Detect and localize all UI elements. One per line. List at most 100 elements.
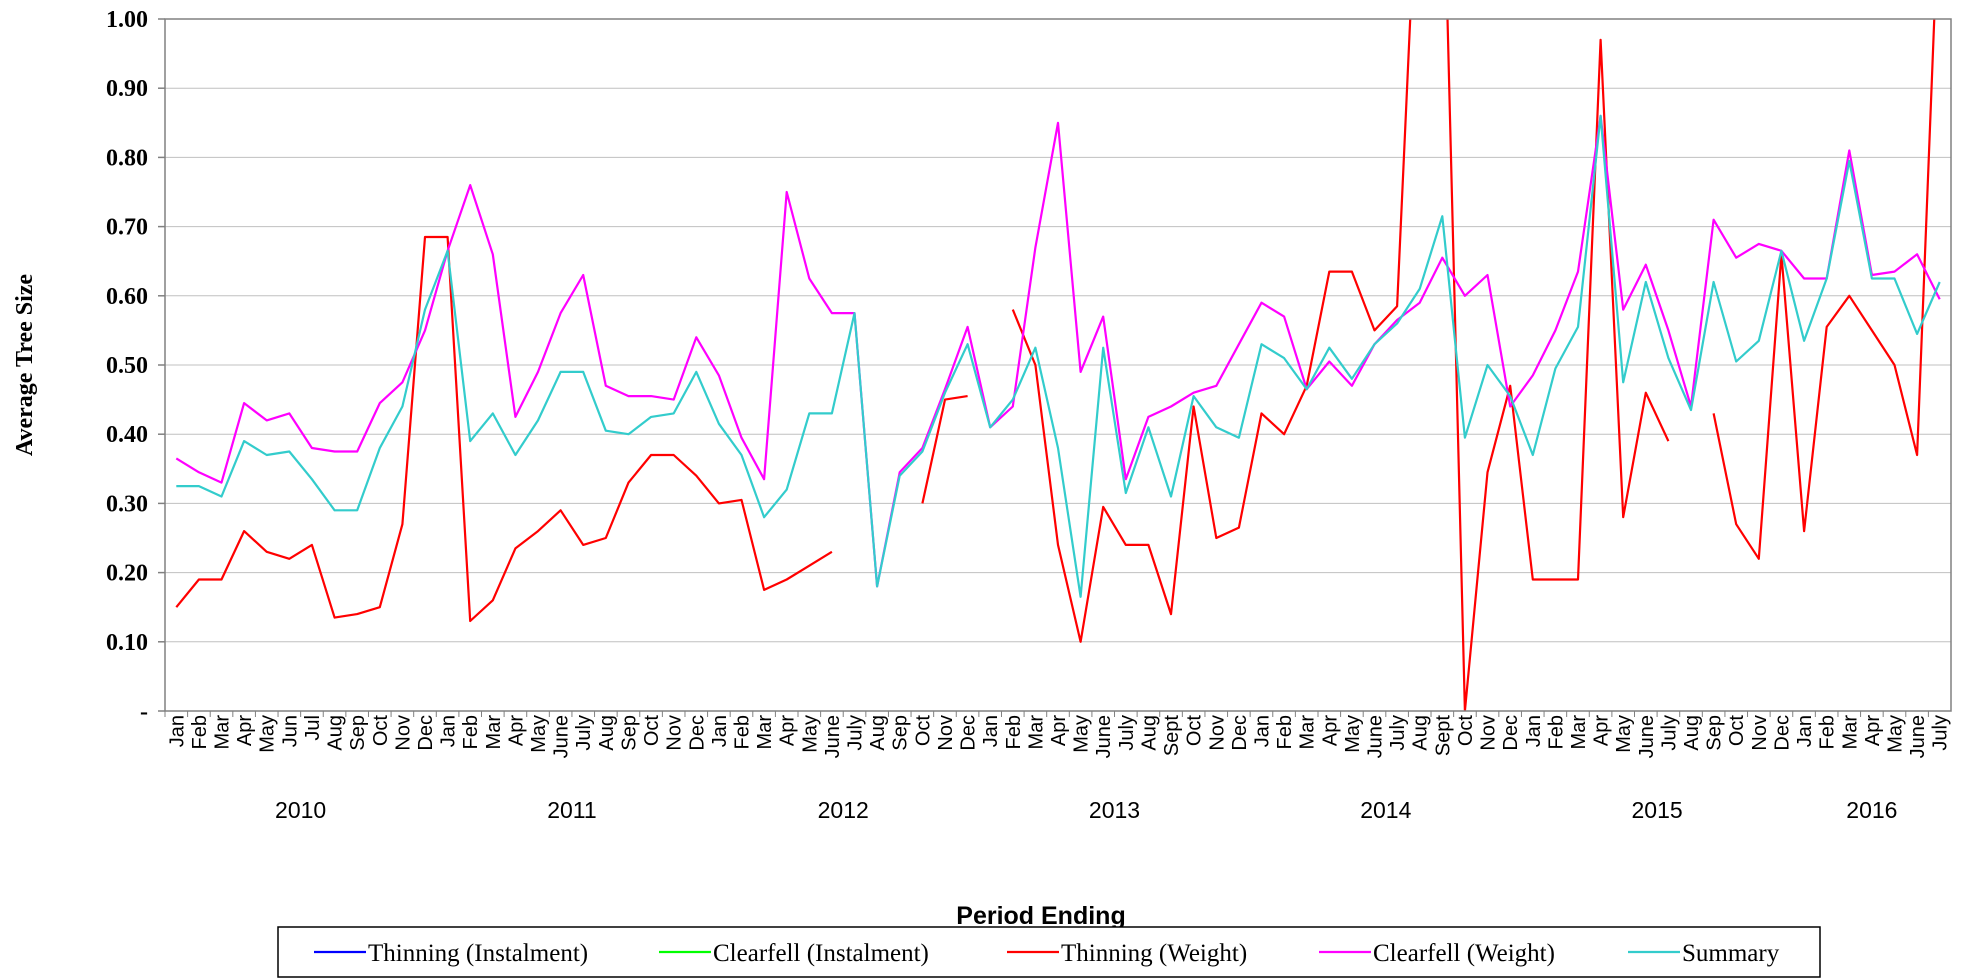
y-tick-label: 0.30 [106,491,148,517]
x-tick-label: Aug [1138,715,1160,751]
y-tick-label: 0.60 [106,284,148,310]
x-tick-label: Nov [664,715,686,751]
series-line [175,19,1936,711]
x-tick-label: Oct [370,715,392,747]
x-tick-label: Nov [1206,715,1228,751]
x-tick-label: Apr [1591,715,1613,746]
x-tick-label: Apr [505,715,527,746]
x-tick-label: Nov [1749,715,1771,751]
x-tick-label: Aug [867,715,889,751]
x-tick-label: Jan [166,715,188,747]
x-tick-label: Aug [1410,715,1432,751]
x-tick-label: Mar [1568,715,1590,750]
x-tick-label: Dec [415,715,437,751]
x-tick-label: May [1342,715,1364,753]
x-tick-label: July [1387,715,1409,751]
legend-label: Thinning (Weight) [1061,940,1247,967]
x-tick-label: Nov [392,715,414,751]
x-tick-label: Feb [1545,715,1567,749]
x-tick-label: Oct [912,715,934,747]
x-tick-label: Oct [1455,715,1477,747]
legend-label: Clearfell (Weight) [1373,940,1555,967]
x-tick-label: Feb [189,715,211,749]
x-tick-label: Dec [958,715,980,751]
x-tick-label: Dec [1500,715,1522,751]
x-tick-label: Jun [279,715,301,747]
x-tick-label: Sep [618,715,640,751]
x-tick-label: Apr [777,715,799,746]
x-tick-label: Mar [483,715,505,750]
x-tick-label: Oct [1184,715,1206,747]
year-label: 2010 [275,797,326,823]
y-tick-label: 0.20 [106,561,148,587]
x-tick-label: Mar [212,715,234,750]
x-tick-label: June [551,715,573,758]
x-tick-label: Sep [890,715,912,751]
x-tick-label: Dec [686,715,708,751]
x-tick-label: July [573,715,595,751]
x-tick-label: Aug [325,715,347,751]
x-tick-label: May [799,715,821,753]
x-tick-label: Apr [234,715,256,746]
x-tick-label: Sep [1704,715,1726,751]
y-tick-label: - [140,699,148,725]
x-tick-label: Sept [1432,715,1454,757]
x-tick-label: June [1365,715,1387,758]
x-tick-label: Sept [1161,715,1183,757]
x-tick-label: Nov [935,715,957,751]
x-tick-label: June [822,715,844,758]
year-label: 2016 [1846,797,1897,823]
year-label: 2014 [1360,797,1411,823]
y-tick-label: 1.00 [106,7,148,33]
x-tick-label: Jan [980,715,1002,747]
y-axis-title: Average Tree Size [12,274,38,456]
x-tick-label: June [1907,715,1929,758]
y-tick-label: 0.70 [106,215,148,241]
year-label: 2012 [818,797,869,823]
series-line [176,114,1941,598]
x-tick-label: Feb [1274,715,1296,749]
x-tick-label: Nov [1478,715,1500,751]
y-tick-label: 0.90 [106,76,148,102]
x-tick-label: Jan [438,715,460,747]
y-tick-label: 0.50 [106,353,148,379]
x-tick-label: Mar [1839,715,1861,750]
axes: - 0.10 0.20 0.30 0.40 0.50 0.60 0.70 0.80 0.90 1.0… [106,7,1952,823]
x-tick-label: Feb [731,715,753,749]
x-axis-title: Period Ending [956,902,1125,930]
x-tick-label: Feb [1003,715,1025,749]
x-tick-label: Feb [460,715,482,749]
series-line [175,114,1941,588]
x-tick-label: Apr [1319,715,1341,746]
x-tick-label: July [845,715,867,751]
x-tick-label: May [257,715,279,753]
x-tick-label: Sep [347,715,369,751]
x-tick-label: June [1636,715,1658,758]
x-tick-label: July [1658,715,1680,751]
plot-lines [175,19,1941,711]
x-tick-label: May [528,715,550,753]
x-tick-label: July [1116,715,1138,751]
x-tick-label: Jan [1794,715,1816,747]
x-tick-label: May [1884,715,1906,753]
x-tick-label: June [1093,715,1115,758]
y-tick-label: 0.10 [106,630,148,656]
x-tick-label: Mar [1297,715,1319,750]
x-tick-label: Jul [302,715,324,741]
legend-label: Summary [1682,940,1780,967]
x-tick-label: Jan [709,715,731,747]
x-tick-label: Feb [1817,715,1839,749]
x-tick-label: Oct [1726,715,1748,747]
x-tick-label: July [1930,715,1952,751]
x-tick-label: Jan [1251,715,1273,747]
legend-label: Clearfell (Instalment) [713,940,929,967]
x-tick-label: Dec [1771,715,1793,751]
x-tick-label: Mar [1025,715,1047,750]
year-label: 2015 [1632,797,1683,823]
x-tick-label: Aug [1681,715,1703,751]
x-tick-label: Jan [1523,715,1545,747]
x-tick-label: Dec [1229,715,1251,751]
y-tick-label: 0.40 [106,422,148,448]
x-tick-label: Apr [1048,715,1070,746]
